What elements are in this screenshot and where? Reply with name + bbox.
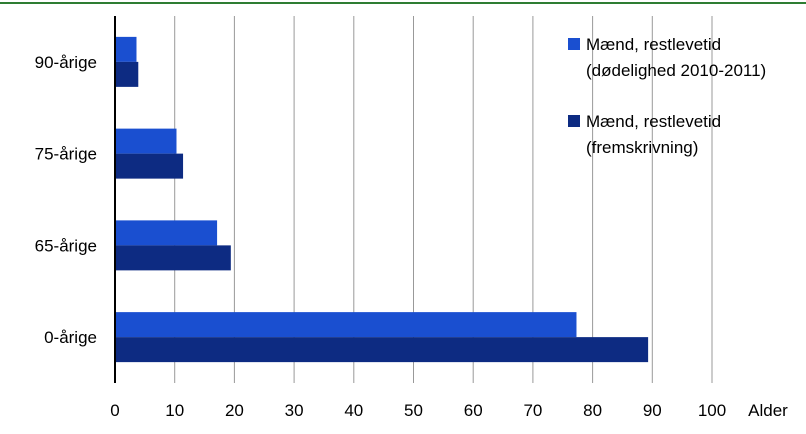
legend-label: Mænd, restlevetid: [586, 35, 721, 54]
category-label: 65-årige: [35, 236, 97, 255]
legend-swatch: [568, 115, 580, 127]
legend-label: (fremskrivning): [586, 138, 698, 157]
legend-label: Mænd, restlevetid: [586, 112, 721, 131]
bar-fremskrivning-0: [115, 61, 139, 87]
x-tick-label: 0: [110, 401, 119, 420]
bar-doedelighed-2: [115, 220, 218, 246]
x-tick-label: 50: [404, 401, 423, 420]
category-label: 90-årige: [35, 53, 97, 72]
bar-doedelighed-0: [115, 36, 137, 62]
x-tick-label: 90: [643, 401, 662, 420]
bar-fremskrivning-1: [115, 153, 184, 179]
legend-label: (dødelighed 2010-2011): [586, 61, 766, 80]
bar-fremskrivning-2: [115, 245, 231, 271]
category-label: 0-årige: [44, 328, 97, 347]
bar-doedelighed-1: [115, 128, 177, 154]
legend-swatch: [568, 38, 580, 50]
x-tick-label: 70: [523, 401, 542, 420]
x-tick-label: 60: [464, 401, 483, 420]
x-tick-label: 30: [285, 401, 304, 420]
x-axis-title: Alder: [748, 401, 788, 420]
bar-doedelighed-3: [115, 312, 577, 338]
category-label: 75-årige: [35, 145, 97, 164]
x-tick-label: 20: [225, 401, 244, 420]
bar-fremskrivning-3: [115, 337, 649, 363]
x-tick-label: 80: [583, 401, 602, 420]
x-tick-label: 100: [698, 401, 726, 420]
x-tick-label: 10: [165, 401, 184, 420]
x-tick-label: 40: [344, 401, 363, 420]
